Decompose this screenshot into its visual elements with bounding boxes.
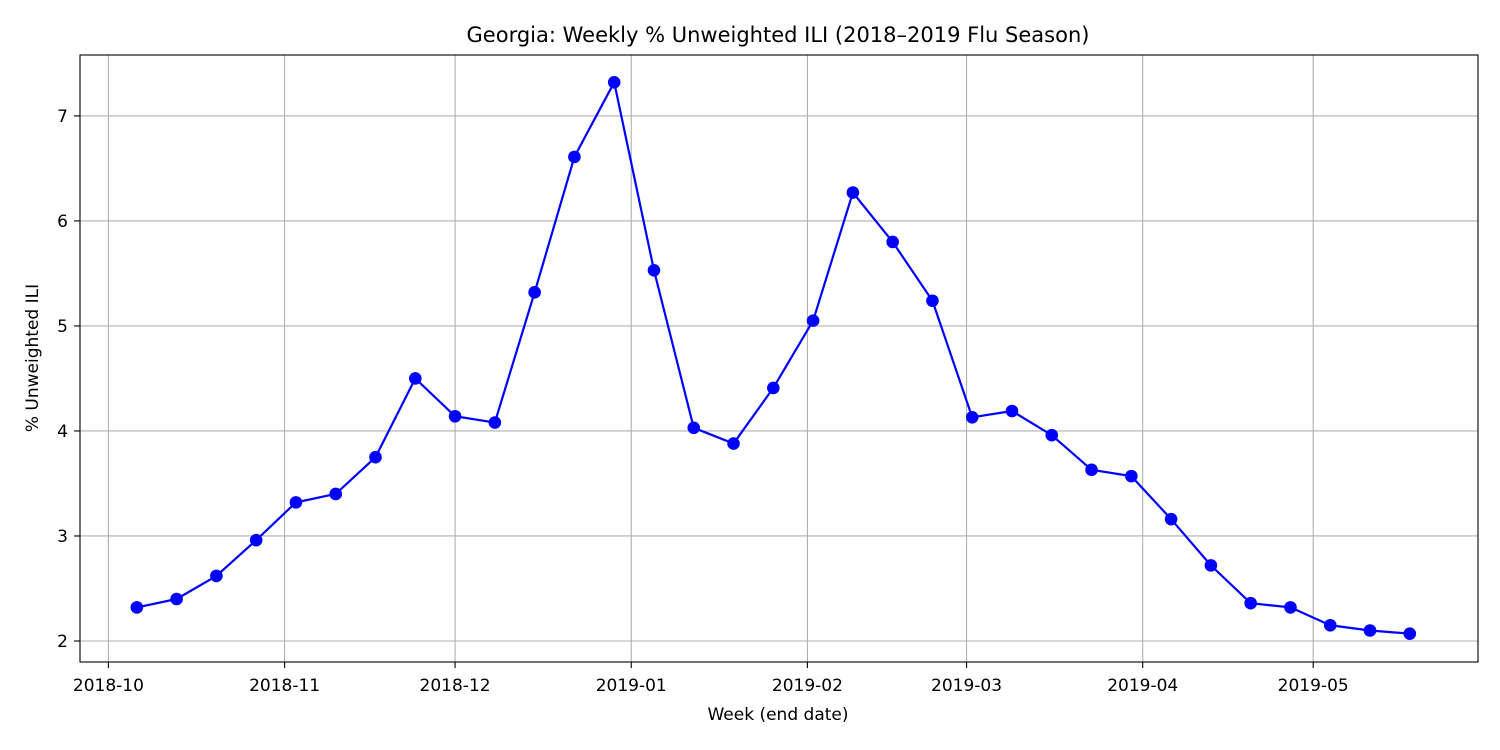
data-point xyxy=(767,381,780,395)
y-tick-label: 6 xyxy=(57,212,68,232)
data-point xyxy=(289,496,303,509)
data-point xyxy=(1363,624,1377,637)
series-layer xyxy=(130,76,1417,640)
data-point xyxy=(528,286,541,299)
plot-frame xyxy=(79,54,1479,663)
x-tick-label: 2018-12 xyxy=(420,676,491,696)
data-point xyxy=(647,263,661,277)
data-point xyxy=(727,437,740,450)
data-point xyxy=(170,592,183,606)
data-point xyxy=(210,569,223,583)
data-point xyxy=(607,76,621,89)
data-point xyxy=(1125,469,1138,483)
data-point xyxy=(329,487,343,501)
y-tick-label: 4 xyxy=(57,422,68,442)
x-tick-label: 2019-01 xyxy=(596,676,667,696)
chart-title: Georgia: Weekly % Unweighted ILI (2018–2… xyxy=(467,23,1090,47)
data-point xyxy=(846,186,860,199)
x-tick-label: 2019-05 xyxy=(1278,676,1349,696)
data-point xyxy=(1204,559,1218,572)
x-tick-label: 2019-02 xyxy=(772,676,843,696)
x-axis-label: Week (end date) xyxy=(707,705,848,725)
y-tick-label: 2 xyxy=(57,632,68,652)
x-tick-label: 2018-11 xyxy=(249,676,320,696)
data-point xyxy=(687,421,701,435)
data-point xyxy=(369,450,382,464)
data-point xyxy=(488,416,502,429)
data-point xyxy=(1005,404,1019,418)
y-tick-label: 3 xyxy=(57,527,68,547)
data-point xyxy=(1403,627,1417,640)
data-point xyxy=(1045,428,1059,442)
data-point xyxy=(1323,618,1337,632)
data-point xyxy=(568,150,581,164)
grid xyxy=(80,55,1478,662)
y-tick-label: 5 xyxy=(57,317,68,337)
data-point xyxy=(1085,463,1098,477)
y-axis-label: % Unweighted ILI xyxy=(23,284,43,432)
x-tick-label: 2019-04 xyxy=(1107,676,1178,696)
data-point xyxy=(965,411,979,424)
data-point xyxy=(1164,512,1178,526)
data-point xyxy=(1284,601,1297,614)
data-point xyxy=(130,601,144,614)
x-tick-label: 2019-03 xyxy=(931,676,1002,696)
data-point xyxy=(1244,596,1257,610)
data-point xyxy=(448,409,462,423)
data-point xyxy=(249,533,263,547)
axis-ticks: 2018-10 2018-11 2018-12 2019-01 2019-02 2019-… xyxy=(57,107,1349,696)
y-tick-label: 7 xyxy=(57,107,68,127)
x-tick-label: 2018-10 xyxy=(73,676,144,696)
data-point xyxy=(886,235,899,249)
data-point xyxy=(408,372,422,385)
data-point xyxy=(806,314,820,327)
data-point xyxy=(926,294,939,308)
